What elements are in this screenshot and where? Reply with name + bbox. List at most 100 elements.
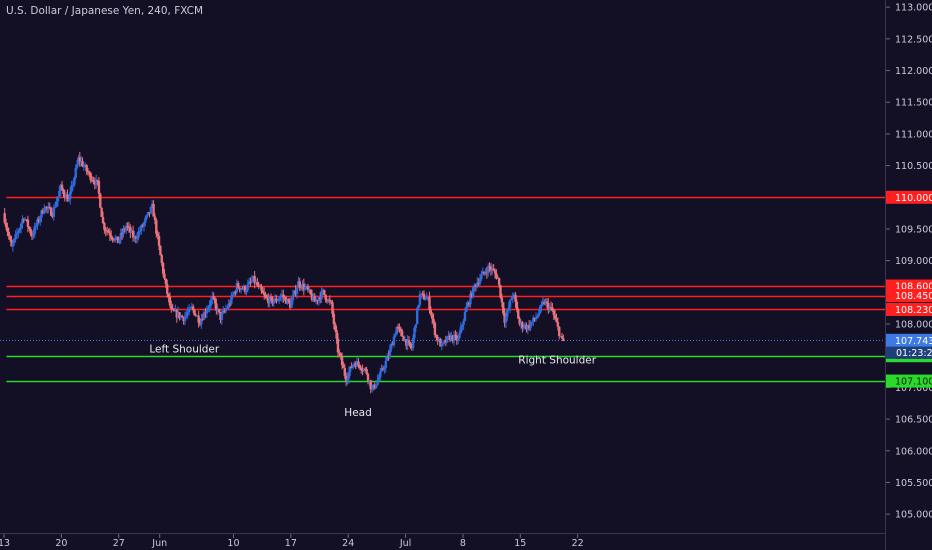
candle-body xyxy=(414,324,418,328)
candle-body xyxy=(144,218,147,223)
candle-body xyxy=(200,319,203,325)
candle-body xyxy=(319,297,322,300)
candle-body xyxy=(357,361,360,365)
candle-body xyxy=(446,336,449,343)
candle-body xyxy=(459,326,463,334)
candle-body xyxy=(552,310,555,315)
candle-body xyxy=(282,294,285,298)
candle-body xyxy=(447,335,450,337)
candle-body xyxy=(440,343,443,347)
candle-body xyxy=(69,191,72,200)
candle-body xyxy=(403,339,407,341)
candle-body xyxy=(148,212,151,214)
candle-body xyxy=(316,299,319,301)
candle-body xyxy=(235,283,239,293)
candle-body xyxy=(351,364,355,368)
candle-body xyxy=(312,295,315,301)
candle-body xyxy=(265,297,269,299)
candle-body xyxy=(288,302,292,308)
candle-body xyxy=(499,285,502,298)
candle-body xyxy=(290,300,293,308)
candle-body xyxy=(519,322,523,325)
candle-body xyxy=(111,237,114,240)
candle-body xyxy=(320,290,323,300)
candle-body xyxy=(88,172,91,174)
candle-body xyxy=(187,307,191,313)
price-tags: 110.000108.600108.450108.230107.500107.1… xyxy=(886,190,932,388)
candle-body xyxy=(451,335,454,341)
candle-body xyxy=(339,353,342,357)
candle-body xyxy=(493,270,497,274)
candle-body xyxy=(263,293,266,296)
candle-body xyxy=(152,203,155,217)
candle-body xyxy=(380,368,383,372)
candle-body xyxy=(149,206,153,214)
candle-body xyxy=(231,294,234,296)
candles xyxy=(3,151,565,394)
candle-body xyxy=(503,313,506,323)
candle-body xyxy=(399,328,402,331)
candle-body xyxy=(190,306,194,308)
candle-body xyxy=(385,356,389,361)
resistance-price-tag-bg xyxy=(886,289,932,303)
candle-body xyxy=(32,234,35,237)
candle-body xyxy=(338,352,341,354)
candle-body xyxy=(52,207,56,217)
annotation-label: Right Shoulder xyxy=(518,354,596,366)
candle-body xyxy=(207,307,210,311)
candle-body xyxy=(45,206,49,209)
candle-body xyxy=(297,281,300,289)
candle-body xyxy=(272,302,275,304)
annotation-label: Head xyxy=(344,407,371,419)
candle-body xyxy=(63,194,66,198)
candle-body xyxy=(28,226,31,229)
candle-body xyxy=(125,225,128,230)
candle-body xyxy=(534,318,538,320)
candle-body xyxy=(518,318,521,325)
candle-body xyxy=(66,194,69,202)
candle-body xyxy=(110,235,113,238)
candle-body xyxy=(48,207,51,209)
candle-body xyxy=(422,293,426,300)
candle-body xyxy=(54,206,57,208)
candle-body xyxy=(267,298,270,304)
candle-body xyxy=(355,361,359,367)
candle-body xyxy=(84,165,87,167)
candle-body xyxy=(226,308,229,310)
candle-body xyxy=(43,210,46,214)
candle-body xyxy=(176,312,180,318)
candle-body xyxy=(159,245,162,256)
candle-body xyxy=(406,340,409,346)
candle-body xyxy=(433,322,437,336)
candle-body xyxy=(502,302,505,314)
price-tick-label: 109.500 xyxy=(895,224,932,235)
candle-body xyxy=(510,298,513,301)
candle-body xyxy=(461,325,464,327)
candle-body xyxy=(465,306,468,312)
candle-body xyxy=(323,289,326,295)
candle-body xyxy=(376,379,379,385)
candle-body xyxy=(253,275,256,284)
candle-body xyxy=(558,326,561,337)
candle-body xyxy=(107,230,110,233)
candle-body xyxy=(548,307,551,310)
candle-body xyxy=(163,273,166,279)
candle-body xyxy=(476,282,479,287)
candle-body xyxy=(379,371,382,378)
candle-body xyxy=(181,315,184,318)
time-axis[interactable]: 13 20 27 Jun 10 17 24 Jul 8 15 22 xyxy=(0,534,584,549)
candle-body xyxy=(310,294,314,301)
candle-body xyxy=(94,179,98,185)
candle-body xyxy=(120,233,124,235)
candle-body xyxy=(10,239,13,247)
candle-body xyxy=(168,296,172,306)
candle-body xyxy=(134,236,138,239)
candle-body xyxy=(167,293,170,297)
candle-body xyxy=(179,315,183,318)
candle-body xyxy=(370,389,374,391)
candle-body xyxy=(314,299,318,303)
candle-body xyxy=(114,237,117,241)
candle-body xyxy=(400,330,404,337)
